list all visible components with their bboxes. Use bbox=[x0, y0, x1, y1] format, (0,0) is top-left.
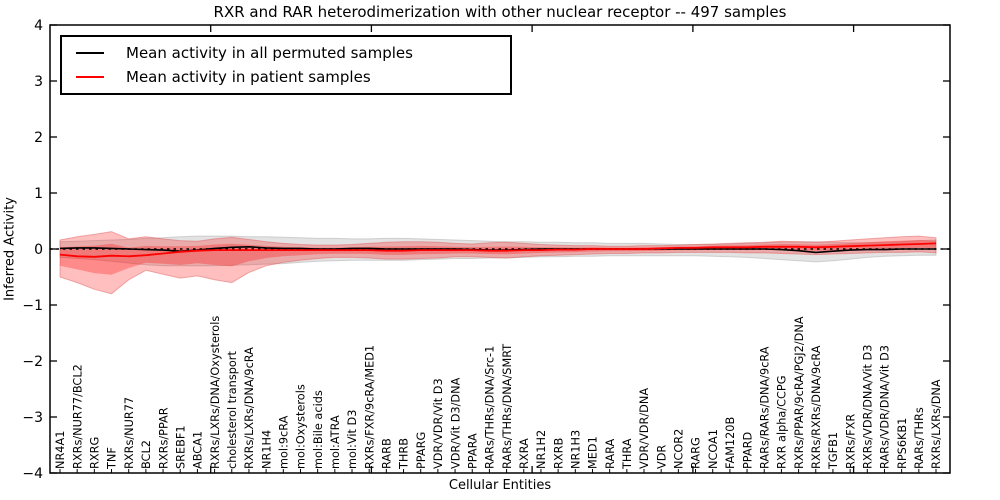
legend-entry-patient: Mean activity in patient samples bbox=[62, 68, 510, 86]
x-axis-label: Cellular Entities bbox=[448, 478, 552, 493]
x-tick-label: RXRs/RXRs/DNA/9cRA bbox=[810, 345, 823, 469]
x-major-ticks bbox=[210, 25, 855, 473]
x-tick-label: NCOR2 bbox=[673, 429, 686, 469]
x-tick-label: NR1H4 bbox=[260, 430, 273, 469]
x-tick-label: RARs/THRs bbox=[913, 407, 926, 469]
x-tick-label: RXRB bbox=[552, 438, 565, 469]
x-tick-label: NCOA1 bbox=[707, 429, 720, 469]
y-tick-label: 2 bbox=[34, 130, 43, 146]
legend-line-sample-red bbox=[76, 76, 104, 79]
x-tick-label: VDR/Vit D3/DNA bbox=[449, 377, 462, 469]
x-tick-label: THRB bbox=[398, 438, 411, 470]
y-tick-labels: 4 3 2 1 0 −1 −2 −3 −4 bbox=[22, 18, 43, 482]
y-tick-label: −4 bbox=[22, 466, 43, 482]
x-tick-label: RXRs/PPAR bbox=[157, 407, 170, 469]
y-tick-label: 4 bbox=[34, 18, 43, 34]
x-tick-label: RARs/THRs/DNA/SMRT bbox=[501, 344, 514, 469]
x-tick-label: RARs/THRs/DNA/Src-1 bbox=[484, 346, 497, 469]
y-tick-label: −1 bbox=[22, 298, 43, 314]
legend-label: Mean activity in all permuted samples bbox=[126, 43, 413, 62]
x-tick-label: SREBF1 bbox=[174, 425, 187, 469]
patient-mean-line bbox=[59, 242, 937, 258]
x-tick-label: RXRA bbox=[518, 438, 531, 469]
axes-box bbox=[49, 24, 951, 474]
x-tick-label: PPARA bbox=[466, 433, 479, 469]
x-tick-label: RPS6KB1 bbox=[896, 418, 909, 469]
x-tick-label: TNF bbox=[106, 447, 119, 470]
x-tick-label: RXRs/LXRs/DNA bbox=[930, 379, 943, 469]
x-tick-label: RXRs/PPAR/9cRA/PGJ2/DNA bbox=[793, 316, 806, 469]
x-tick-label: RXRs/NUR77/BCL2 bbox=[71, 364, 84, 469]
x-tick-label: BCL2 bbox=[140, 440, 153, 469]
legend: Mean activity in all permuted samples Me… bbox=[60, 35, 512, 95]
patient-band bbox=[59, 231, 937, 295]
x-tick-label: mol:ATRA bbox=[329, 415, 342, 469]
x-tick-label: RXRs/LXRs/DNA/9cRA bbox=[243, 347, 256, 469]
x-tick-label: NR4A1 bbox=[54, 431, 67, 469]
x-tick-label: MED1 bbox=[587, 436, 600, 469]
x-tick-label: RXRs/VDR/DNA/Vit D3 bbox=[862, 345, 875, 469]
x-tick-label: VDR/VDR/Vit D3 bbox=[432, 378, 445, 469]
x-tick-label: mol:Oxysterols bbox=[295, 384, 308, 469]
x-tick-label: RXR alpha/CCPG bbox=[776, 376, 789, 470]
x-tick-label: RXRs/NUR77 bbox=[123, 397, 136, 469]
x-tick-label: PPARG bbox=[415, 432, 428, 469]
x-tick-label: FAM120B bbox=[724, 417, 737, 469]
x-tick-label: RXRs/FXR/9cRA/MED1 bbox=[363, 345, 376, 469]
y-tick-label: 1 bbox=[34, 186, 43, 202]
chart-title: RXR and RAR heterodimerization with othe… bbox=[213, 3, 787, 21]
x-tick-label: RXRs/LXRs/DNA/Oxysterols bbox=[209, 316, 222, 469]
y-tick-label: 0 bbox=[34, 242, 43, 258]
x-tick-label: RARB bbox=[381, 438, 394, 469]
x-tick-label: PPARD bbox=[741, 432, 754, 469]
x-tick-label: RARA bbox=[604, 438, 617, 469]
x-tick-label: mol:Bile acids bbox=[312, 390, 325, 469]
legend-label: Mean activity in patient samples bbox=[126, 68, 371, 87]
x-tick-label: NR1H3 bbox=[570, 430, 583, 469]
x-tick-label: VDR bbox=[655, 445, 668, 469]
x-tick-label: VDR/VDR/DNA bbox=[638, 388, 651, 469]
y-tick-label: −3 bbox=[22, 410, 43, 426]
x-tick-label: TGFB1 bbox=[827, 432, 840, 470]
x-tick-label: RARs/RARs/DNA/9cRA bbox=[758, 346, 771, 469]
legend-entry-permuted: Mean activity in all permuted samples bbox=[62, 44, 510, 62]
legend-line-sample-black bbox=[76, 51, 104, 54]
x-tick-label: cholesterol transport bbox=[226, 351, 239, 469]
y-tick-label: 3 bbox=[34, 74, 43, 90]
x-tick-label: RARG bbox=[690, 437, 703, 469]
x-tick-label: RXRs/FXR bbox=[844, 414, 857, 469]
y-tick-label: −2 bbox=[22, 354, 43, 370]
x-tick-label: THRA bbox=[621, 438, 634, 470]
x-tick-label: ABCA1 bbox=[192, 431, 205, 469]
x-tick-labels: NR4A1 RXRs/NUR77/BCL2 RXRG TNF RXRs/NUR77 BCL… bbox=[54, 316, 943, 470]
x-tick-label: RXRG bbox=[89, 437, 102, 469]
x-tick-label: mol:Vit D3 bbox=[346, 410, 359, 469]
x-tick-label: mol:9cRA bbox=[278, 415, 291, 469]
x-tick-label: NR1H2 bbox=[535, 430, 548, 469]
x-tick-label: RARs/VDR/DNA/Vit D3 bbox=[879, 345, 892, 469]
